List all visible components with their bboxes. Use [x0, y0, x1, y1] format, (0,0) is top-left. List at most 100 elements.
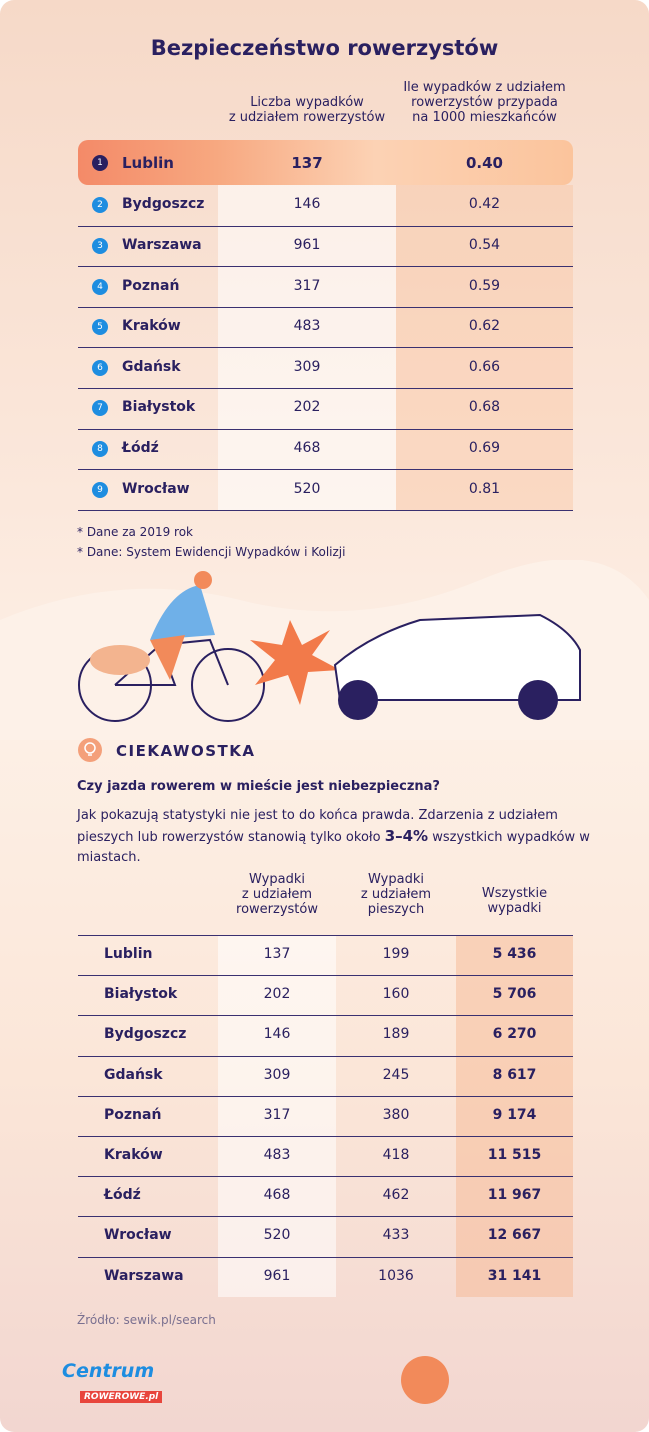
header-line: wypadki — [487, 901, 542, 916]
row-line — [78, 1136, 573, 1137]
row-line — [78, 1176, 573, 1178]
header-line: na 1000 mieszkańców — [412, 110, 557, 125]
logo-line2: ROWEROWE.pl — [80, 1391, 163, 1403]
rank-badge: 3 — [92, 237, 108, 254]
cell: 0.81 — [468, 480, 501, 497]
city: Lublin — [122, 153, 174, 172]
cell: 309 — [263, 1066, 291, 1083]
fact-text-before: Jak pokazują statystyki nie jest to do k… — [77, 808, 558, 845]
rank-badge: 5 — [92, 319, 108, 336]
rank-badge: 4 — [92, 278, 108, 295]
header-line: z udziałem — [241, 887, 313, 902]
header-line: rowerzystów przypada — [411, 95, 558, 110]
city: Bydgoszcz — [122, 196, 205, 213]
cell: 0.59 — [468, 277, 501, 294]
cell: 5 706 — [492, 986, 537, 1003]
rider — [150, 585, 215, 640]
city: Wrocław — [122, 480, 190, 497]
column-bg — [218, 935, 336, 1297]
city: Warszawa — [104, 1267, 184, 1284]
logo-line1: Centrum — [62, 1360, 155, 1382]
row-line — [78, 469, 573, 471]
title: Bezpieczeństwo rowerzystów — [150, 36, 499, 60]
cell: 483 — [293, 318, 321, 335]
city: Poznań — [104, 1106, 162, 1123]
cell: 31 141 — [487, 1267, 542, 1284]
car-wheel — [338, 680, 378, 720]
cell: 8 617 — [492, 1066, 537, 1083]
city: Kraków — [104, 1147, 163, 1163]
header-line: Liczba wypadków — [250, 95, 364, 110]
rider-head — [194, 571, 212, 589]
cell: 0.68 — [468, 399, 501, 416]
cell: 483 — [263, 1147, 291, 1163]
city: Łódź — [104, 1187, 141, 1204]
cell: 137 — [263, 946, 291, 962]
illustration — [0, 560, 649, 740]
row-line — [78, 975, 573, 977]
header: Wszystkie wypadki — [456, 886, 573, 916]
city: Gdańsk — [122, 358, 181, 375]
rank-badge: 6 — [92, 359, 108, 376]
fact-text: Jak pokazują statystyki nie jest to do k… — [77, 806, 597, 868]
header-line: Wypadki — [368, 872, 424, 887]
cell: 418 — [382, 1147, 410, 1163]
cell: 245 — [382, 1066, 410, 1083]
row-line — [78, 225, 573, 227]
highlight-row — [78, 140, 573, 185]
row-line — [78, 1055, 573, 1057]
cell: 468 — [293, 439, 321, 456]
city: Poznań — [122, 277, 180, 294]
cell: 317 — [293, 277, 321, 294]
row-line — [78, 388, 573, 389]
header-line: Ile wypadków z udziałem — [403, 80, 566, 95]
cell: 0.40 — [465, 153, 503, 172]
bulb-icon — [78, 738, 102, 762]
cell: 160 — [382, 986, 410, 1003]
cell: 146 — [293, 196, 321, 213]
source: Źródło: sewik.pl/search — [77, 1313, 216, 1327]
city: Warszawa — [122, 236, 202, 253]
rank-badge: 8 — [92, 440, 108, 457]
burst — [250, 620, 340, 705]
fact-heading: CIEKAWOSTKA — [116, 742, 256, 760]
car-wheel — [518, 680, 558, 720]
city: Kraków — [122, 318, 181, 335]
cell: 961 — [293, 236, 321, 253]
cell: 146 — [263, 1026, 291, 1043]
rank-badge: 7 — [92, 400, 108, 417]
car — [333, 613, 581, 701]
cell: 961 — [263, 1267, 291, 1284]
cell: 520 — [293, 480, 321, 497]
cell: 0.62 — [468, 318, 501, 335]
row-line — [78, 935, 573, 936]
cell: 199 — [382, 946, 410, 962]
cell: 11 515 — [487, 1147, 542, 1163]
row-line — [78, 509, 573, 511]
cell: 1036 — [378, 1267, 414, 1284]
fact-question: Czy jazda rowerem w mieście jest niebezp… — [77, 779, 440, 794]
cell: 462 — [382, 1187, 410, 1204]
cell: 6 270 — [492, 1026, 537, 1043]
cell: 5 436 — [492, 946, 537, 962]
header: Liczba wypadków z udziałem rowerzystów — [218, 95, 396, 125]
header-line: rowerzystów — [236, 902, 318, 917]
rider-legs — [150, 635, 185, 680]
cell: 189 — [382, 1026, 410, 1043]
row-line — [78, 306, 573, 308]
rank-badge: 1 — [92, 154, 108, 171]
fact-text-after: wszystkich wypadków w miastach. — [77, 830, 590, 865]
row-line — [78, 347, 573, 349]
cell: 468 — [263, 1187, 291, 1204]
header-line: z udziałem — [360, 887, 432, 902]
row-line — [78, 1216, 573, 1218]
row-line — [78, 1256, 573, 1258]
header-line: Wszystkie — [481, 886, 548, 901]
city: Bydgoszcz — [104, 1026, 187, 1043]
header-line: pieszych — [367, 902, 425, 917]
rank-badge: 9 — [92, 481, 108, 498]
city: Łódź — [122, 439, 159, 456]
cell: 12 667 — [487, 1227, 542, 1244]
header: Wypadki z udziałem pieszych — [336, 872, 456, 917]
